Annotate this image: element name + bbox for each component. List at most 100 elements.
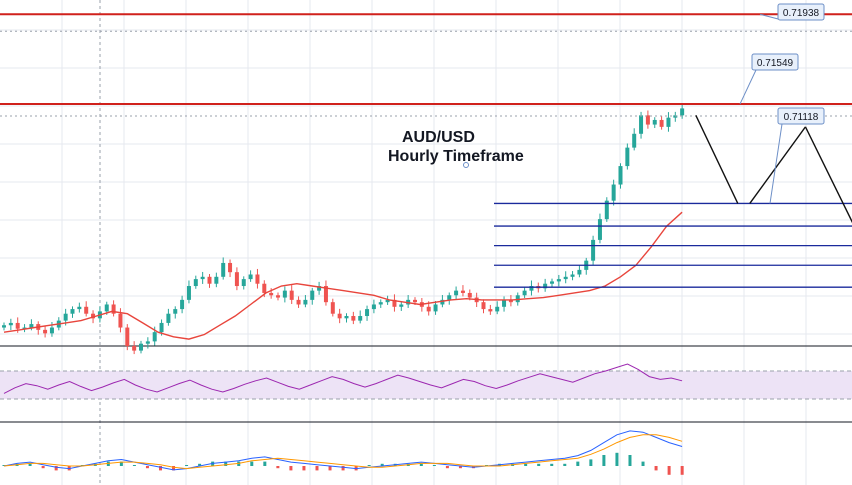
candle-body[interactable] xyxy=(91,313,96,319)
candle-body[interactable] xyxy=(118,313,123,328)
candle-body[interactable] xyxy=(303,299,308,305)
macd-histogram-bar xyxy=(28,463,32,466)
candle-body[interactable] xyxy=(289,290,294,300)
candle-body[interactable] xyxy=(15,322,20,329)
candle-body[interactable] xyxy=(221,262,226,277)
candle-body[interactable] xyxy=(481,302,486,310)
candle-body[interactable] xyxy=(132,346,137,351)
candle-body[interactable] xyxy=(365,309,370,317)
candle-body[interactable] xyxy=(460,290,465,293)
candle-body[interactable] xyxy=(550,281,554,284)
candle-body[interactable] xyxy=(228,262,233,273)
candle-body[interactable] xyxy=(666,117,671,127)
macd-line[interactable] xyxy=(3,430,683,471)
candle-body[interactable] xyxy=(186,286,191,300)
candle-body[interactable] xyxy=(433,304,438,312)
candle-body[interactable] xyxy=(22,327,27,330)
candle-body[interactable] xyxy=(207,276,212,284)
candle-body[interactable] xyxy=(8,322,13,326)
candle-body[interactable] xyxy=(611,184,616,201)
candle-body[interactable] xyxy=(543,283,548,289)
candle-body[interactable] xyxy=(2,325,6,328)
candle-body[interactable] xyxy=(323,286,328,303)
candle-body[interactable] xyxy=(618,166,623,185)
candle-body[interactable] xyxy=(371,304,376,310)
candle-body[interactable] xyxy=(330,302,335,314)
candle-body[interactable] xyxy=(70,309,75,314)
candle-body[interactable] xyxy=(413,299,417,303)
candle-body[interactable] xyxy=(488,309,493,312)
candle-body[interactable] xyxy=(139,343,143,351)
candle-body[interactable] xyxy=(248,274,253,280)
candle-body[interactable] xyxy=(104,304,109,312)
candle-body[interactable] xyxy=(495,306,500,312)
price-pane[interactable] xyxy=(2,103,685,355)
candle-body[interactable] xyxy=(282,290,287,298)
horizontal-levels[interactable] xyxy=(0,13,852,288)
candle-body[interactable] xyxy=(529,286,534,291)
candle-body[interactable] xyxy=(358,316,363,321)
candle-body[interactable] xyxy=(241,279,246,287)
candle-body[interactable] xyxy=(193,279,198,287)
candle-body[interactable] xyxy=(173,309,178,314)
candle-body[interactable] xyxy=(49,327,54,334)
candle-body[interactable] xyxy=(125,327,130,346)
candle-body[interactable] xyxy=(625,147,630,167)
candle-body[interactable] xyxy=(378,302,383,305)
candle-body[interactable] xyxy=(399,304,404,307)
signal-line[interactable] xyxy=(3,434,683,470)
candle-body[interactable] xyxy=(522,290,527,296)
candle-body[interactable] xyxy=(84,306,89,314)
candle-body[interactable] xyxy=(351,316,356,321)
candle-body[interactable] xyxy=(159,322,164,333)
rsi-line[interactable] xyxy=(3,363,683,394)
candle-body[interactable] xyxy=(680,108,685,116)
candle-body[interactable] xyxy=(234,272,239,287)
candle-body[interactable] xyxy=(645,115,650,125)
candle-body[interactable] xyxy=(604,200,609,220)
candle-body[interactable] xyxy=(43,329,48,334)
candle-body[interactable] xyxy=(180,299,185,310)
candle-body[interactable] xyxy=(29,324,34,328)
candle-body[interactable] xyxy=(200,276,205,280)
candle-body[interactable] xyxy=(454,290,459,296)
candle-body[interactable] xyxy=(570,274,575,277)
candle-body[interactable] xyxy=(659,119,664,127)
candle-body[interactable] xyxy=(502,299,507,307)
candle-body[interactable] xyxy=(317,286,322,291)
candle-body[interactable] xyxy=(152,332,157,342)
candle-body[interactable] xyxy=(597,219,602,240)
macd-pane[interactable] xyxy=(2,430,684,475)
rsi-pane[interactable] xyxy=(0,363,852,400)
candle-body[interactable] xyxy=(255,274,260,284)
candle-body[interactable] xyxy=(632,133,637,148)
candle-body[interactable] xyxy=(63,313,68,321)
candle-body[interactable] xyxy=(652,119,657,125)
candle-body[interactable] xyxy=(591,239,596,261)
candle-body[interactable] xyxy=(467,292,472,298)
candle-body[interactable] xyxy=(337,313,342,319)
candle-body[interactable] xyxy=(440,299,445,305)
candle-body[interactable] xyxy=(426,306,431,312)
candle-body[interactable] xyxy=(111,304,116,314)
candle-body[interactable] xyxy=(577,269,582,275)
candle-body[interactable] xyxy=(447,295,452,300)
candle-body[interactable] xyxy=(515,295,520,303)
candle-body[interactable] xyxy=(77,306,82,310)
candle-body[interactable] xyxy=(214,276,219,284)
candle-body[interactable] xyxy=(385,299,390,303)
candle-body[interactable] xyxy=(639,115,644,134)
candle-body[interactable] xyxy=(296,299,301,305)
candle-body[interactable] xyxy=(392,299,397,307)
candle-body[interactable] xyxy=(262,283,267,293)
candle-body[interactable] xyxy=(276,295,280,298)
candle-body[interactable] xyxy=(508,299,513,303)
candle-body[interactable] xyxy=(166,313,171,323)
candle-body[interactable] xyxy=(269,292,274,296)
candle-body[interactable] xyxy=(556,279,561,282)
candle-body[interactable] xyxy=(344,316,349,319)
candle-body[interactable] xyxy=(145,341,150,344)
candle-body[interactable] xyxy=(563,276,568,280)
candle-body[interactable] xyxy=(310,290,315,300)
